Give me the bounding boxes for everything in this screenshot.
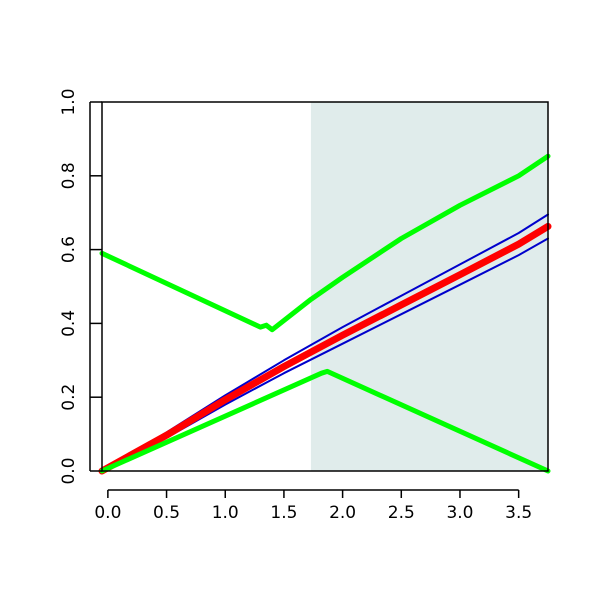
y-tick-label: 0.0 [59,457,79,484]
x-tick-label: 1.0 [212,503,239,523]
y-tick-label: 0.8 [59,162,79,189]
x-tick-label: 2.0 [329,503,356,523]
y-tick-label: 0.2 [59,384,79,411]
axes-layer: 0.0 0.5 1.0 1.5 2.0 2.5 3.0 3.5 0.0 0.2 0.4 0.6 0.8 1… [59,88,532,523]
y-tick-label: 0.4 [59,310,79,337]
y-tick-label: 1.0 [59,88,79,115]
y-tick-label: 0.6 [59,236,79,263]
x-tick-label: 0.0 [94,503,121,523]
x-tick-label: 0.5 [153,503,180,523]
plot-frame [101,101,549,472]
series-line-green-upper [99,153,551,333]
series-line-red-center [98,222,552,475]
x-tick-label: 1.5 [270,503,297,523]
x-tick-label: 3.5 [505,503,532,523]
series-line-green-lower [99,368,551,474]
series-lines-layer [98,153,552,475]
x-tick-label: 2.5 [388,503,415,523]
x-tick-label: 3.0 [446,503,473,523]
